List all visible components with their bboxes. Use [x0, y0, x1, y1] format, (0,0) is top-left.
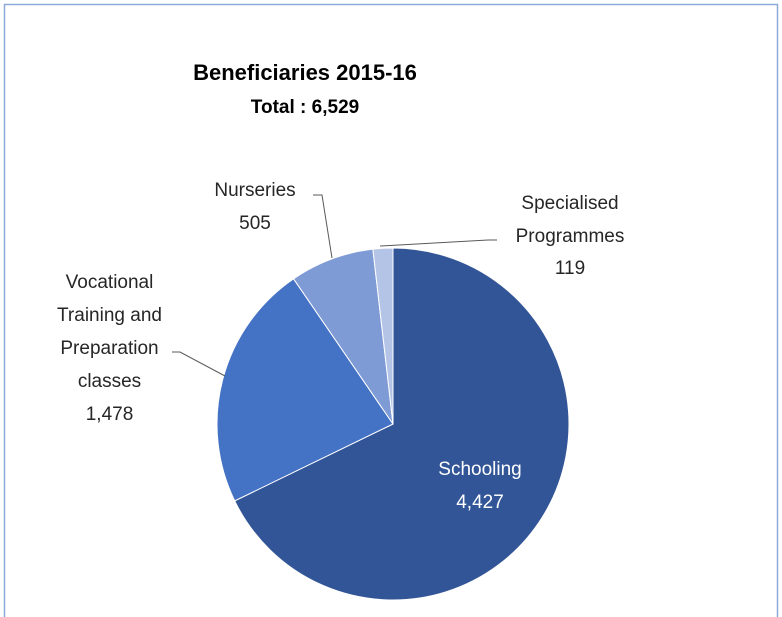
category-label: Specialised Programmes — [515, 193, 625, 247]
value-label: 505 — [239, 213, 271, 234]
chart-title: Beneficiaries 2015-16 — [193, 60, 417, 85]
category-label: Nurseries — [214, 180, 296, 201]
leader-line — [313, 194, 333, 259]
chart-frame — [3, 3, 779, 617]
category-label: Schooling — [438, 459, 522, 480]
slices — [216, 247, 570, 601]
pie-slice — [216, 278, 394, 502]
value-label: 1,478 — [85, 404, 134, 425]
chart-subtitle: Total : 6,529 — [250, 97, 360, 118]
value-label: 119 — [554, 258, 586, 279]
pie-slice — [234, 247, 570, 601]
category-label: Vocational Training and Preparation clas… — [57, 272, 162, 392]
pie-slice — [372, 247, 394, 425]
value-label: 4,427 — [456, 492, 504, 513]
leader-line — [379, 239, 497, 247]
leader-line — [172, 351, 226, 377]
